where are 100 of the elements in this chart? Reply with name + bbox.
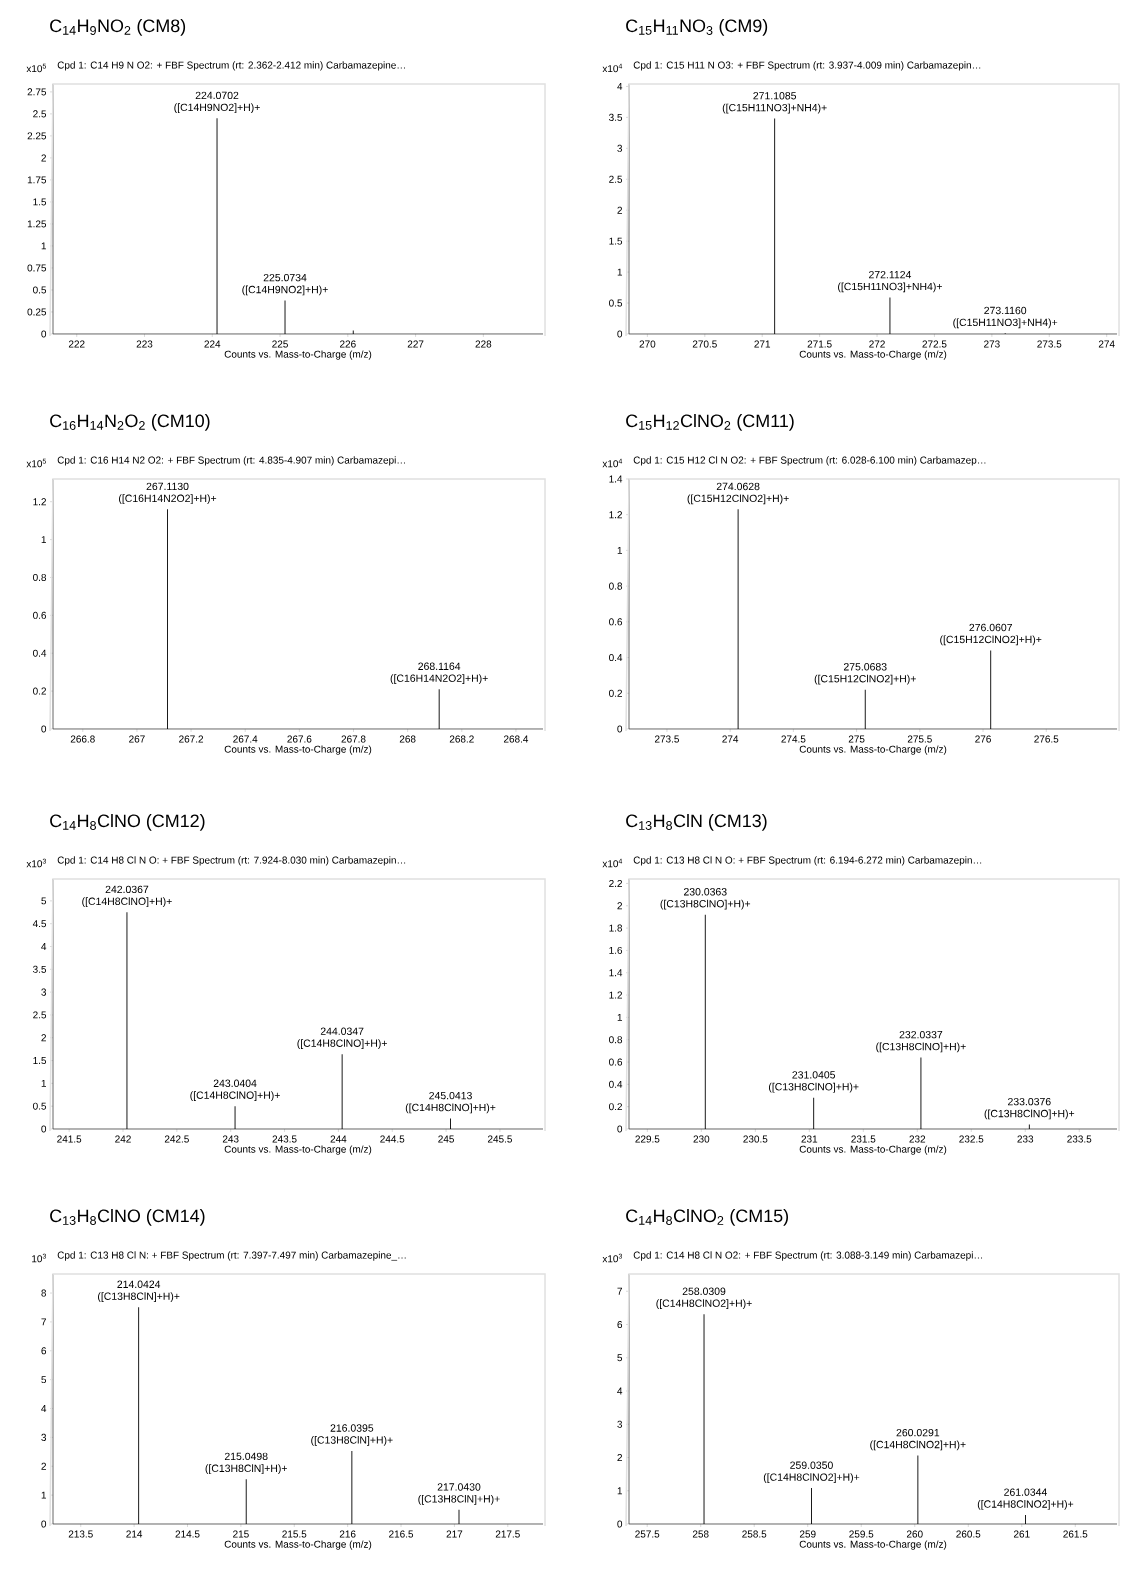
annotation: ([C13H8ClN]+H)+: [98, 1292, 180, 1302]
annotation: ([C15H11NO3]+NH4)+: [838, 282, 942, 293]
y-tick-label: 1: [617, 1013, 623, 1021]
x-tick-label: 270: [639, 340, 656, 348]
annotation: 217.0430: [437, 1483, 481, 1491]
y-tick-label: 0.4: [33, 649, 47, 657]
x-axis-title: Counts vs. Mass-to-Charge (m/z): [224, 1540, 372, 1550]
y-axis-title: 10$^{3}$: [32, 1253, 46, 1263]
annotation: 275.0683: [843, 663, 887, 671]
y-tick-label: 1: [617, 546, 623, 554]
x-tick-label: 267.6: [287, 735, 312, 743]
y-tick-label: 0.2: [609, 689, 622, 697]
annotation: ([C13H8ClN]+H)+: [418, 1494, 500, 1505]
annotation: 276.0607: [969, 623, 1012, 632]
y-tick-label: 0.8: [609, 582, 623, 590]
y-tick-label: 2.25: [27, 132, 47, 140]
annotation: 244.0347: [320, 1027, 364, 1035]
y-tick-label: 1: [617, 268, 623, 276]
y-tick-label: 2: [617, 206, 622, 214]
y-tick-label: 0.25: [27, 308, 47, 316]
x-tick-label: 213.5: [68, 1530, 93, 1538]
annotation: ([C15H12ClNO2]+H)+: [814, 674, 916, 685]
annotation: ([C15H12ClNO2]+H)+: [687, 494, 789, 505]
chart-subtitle: Cpd 1: C14 H8 Cl N O: + FBF Spectrum (rt: 7.924-8.030 min) Carbamazepin…: [57, 856, 406, 866]
y-tick-label: 0.2: [609, 1103, 622, 1111]
chart-subtitle: Cpd 1: C14 H8 Cl N O2: + FBF Spectrum (rt: 3.088-3.149 min) Carbamazepi…: [633, 1251, 983, 1261]
y-tick-label: 0.75: [27, 264, 47, 272]
y-tick-label: 0.5: [33, 1102, 47, 1110]
chart-title: C$_{13}$H$_{8}$ClN (CM13): [626, 813, 767, 831]
x-tick-label: 274: [722, 735, 739, 743]
x-axis-title: Counts vs. Mass-to-Charge (m/z): [799, 1145, 947, 1155]
chart-subtitle: Cpd 1: C14 H9 N O2: + FBF Spectrum (rt: 2.362-2.412 min) Carbamazepine…: [57, 61, 405, 71]
y-tick-label: 0: [41, 1520, 47, 1528]
annotation: 271.1085: [753, 92, 797, 100]
x-tick-label: 223: [136, 340, 153, 348]
y-tick-label: 2: [41, 1034, 46, 1042]
y-tick-label: 0.5: [609, 299, 623, 307]
x-tick-label: 260.5: [956, 1530, 981, 1538]
annotation: 230.0363: [683, 888, 727, 896]
y-axis-title: x10$^{3}$: [602, 1253, 622, 1263]
x-tick-label: 243: [222, 1135, 239, 1143]
x-tick-label: 231.5: [851, 1135, 876, 1143]
y-tick-label: 1: [41, 536, 46, 544]
y-tick-label: 5: [617, 1354, 623, 1362]
y-tick-label: 7: [41, 1318, 46, 1326]
y-tick-label: 8: [41, 1289, 47, 1297]
x-axis-title: Counts vs. Mass-to-Charge (m/z): [799, 745, 947, 755]
y-tick-label: 3.5: [33, 965, 47, 973]
chart-title: C$_{14}$H$_{8}$ClNO$_{2}$ (CM15): [626, 1208, 789, 1226]
y-axis-title: x10$^{4}$: [602, 858, 623, 868]
annotation: 268.1164: [418, 662, 461, 671]
y-tick-label: 0.6: [609, 618, 623, 626]
x-axis-title: Counts vs. Mass-to-Charge (m/z): [799, 350, 947, 360]
x-tick-label: 271.5: [807, 340, 832, 348]
annotation: 267.1130: [146, 482, 189, 491]
chart-title: C$_{13}$H$_{8}$ClNO (CM14): [50, 1208, 205, 1226]
y-tick-label: 2.5: [609, 175, 623, 183]
annotation: ([C14H8ClNO2]+H)+: [870, 1440, 966, 1451]
x-tick-label: 217: [446, 1530, 463, 1538]
y-tick-label: 5: [41, 1376, 47, 1384]
annotation: ([C13H8ClN]+H)+: [205, 1464, 287, 1475]
x-tick-label: 242.5: [164, 1135, 189, 1143]
y-tick-label: 5: [41, 897, 47, 905]
x-tick-label: 272.5: [922, 340, 947, 348]
annotation: ([C16H14N2O2]+H)+: [119, 494, 217, 505]
y-tick-label: 0: [617, 1125, 623, 1133]
x-tick-label: 216.5: [389, 1530, 414, 1538]
x-tick-label: 273: [984, 340, 1000, 348]
y-tick-label: 1.4: [609, 475, 623, 483]
x-tick-label: 273.5: [654, 735, 679, 743]
x-tick-label: 245.5: [487, 1135, 512, 1143]
y-tick-label: 2: [617, 902, 622, 910]
x-tick-label: 215: [233, 1530, 249, 1538]
y-tick-label: 4.5: [32, 920, 47, 928]
y-axis-title: x10$^{5}$: [26, 458, 46, 468]
x-tick-label: 266.8: [70, 735, 95, 743]
x-tick-label: 267.8: [341, 735, 366, 743]
chart-subtitle: Cpd 1: C15 H12 Cl N O2: + FBF Spectrum (rt: 6.028-6.100 min) Carbamazep…: [633, 456, 986, 466]
x-tick-label: 229.5: [635, 1135, 660, 1143]
y-tick-label: 0: [617, 330, 623, 338]
x-axis-title: Counts vs. Mass-to-Charge (m/z): [224, 745, 372, 755]
x-tick-label: 268: [399, 735, 416, 743]
y-tick-label: 0.8: [609, 1036, 623, 1044]
x-tick-label: 244.5: [380, 1135, 405, 1143]
x-tick-label: 274: [1098, 340, 1115, 348]
x-tick-label: 232: [909, 1135, 926, 1143]
y-tick-label: 3: [41, 988, 47, 996]
y-tick-label: 4: [617, 1387, 623, 1395]
x-tick-label: 215.5: [282, 1530, 307, 1538]
y-tick-label: 1.5: [609, 237, 623, 245]
x-tick-label: 267: [129, 735, 145, 743]
x-tick-label: 257.5: [635, 1530, 660, 1538]
y-tick-label: 1.75: [27, 176, 47, 184]
annotation: 261.0344: [1004, 1488, 1047, 1496]
y-tick-label: 1.2: [609, 511, 622, 519]
x-tick-label: 232.5: [959, 1135, 984, 1143]
x-tick-label: 273.5: [1037, 340, 1062, 348]
annotation: ([C13H8ClN]+H)+: [311, 1436, 393, 1446]
y-axis-title: x10$^{4}$: [602, 458, 623, 468]
x-axis-title: Counts vs. Mass-to-Charge (m/z): [224, 350, 372, 360]
